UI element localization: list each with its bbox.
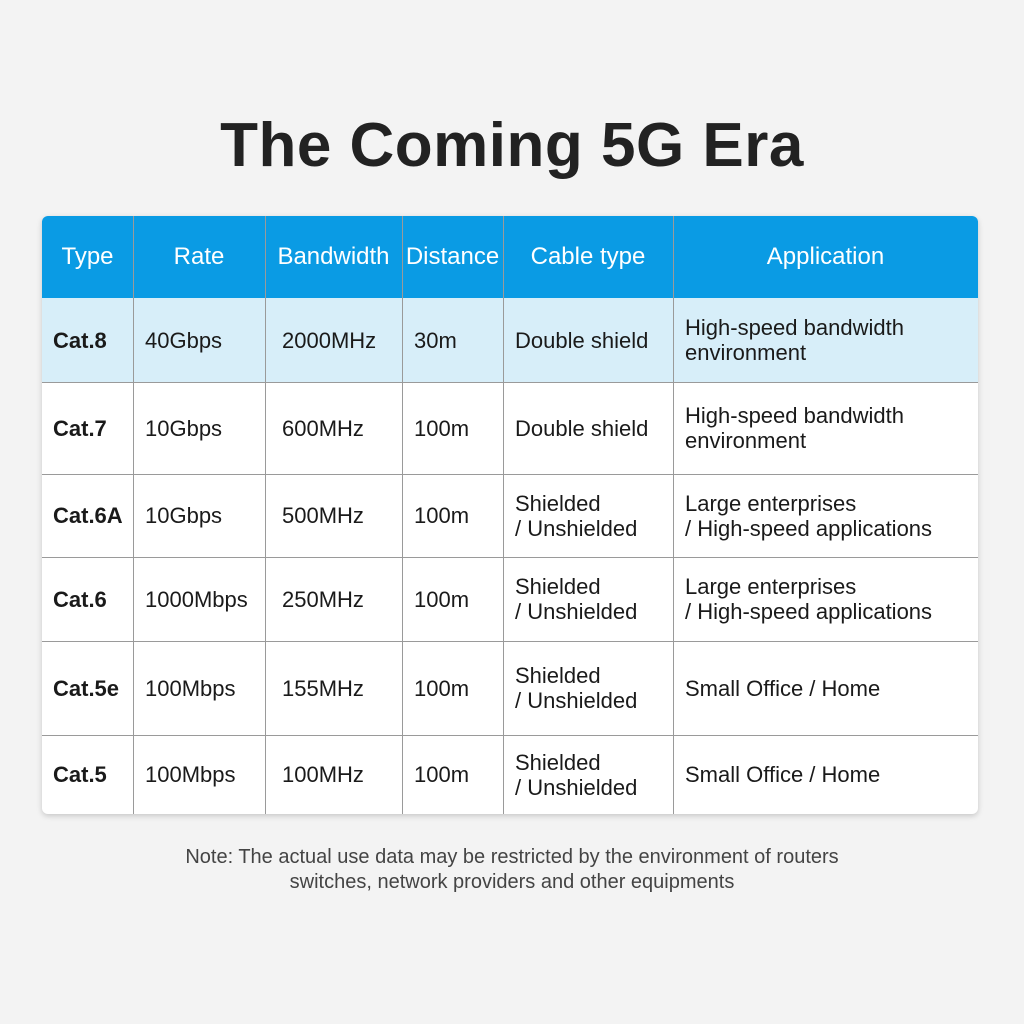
table-cell: Double shield [515, 415, 649, 441]
column-divider [402, 216, 403, 814]
cell-line: Large enterprises [685, 490, 857, 516]
cell-line: Large enterprises [685, 574, 857, 599]
table-cell: Small Office / Home [685, 762, 881, 787]
table-cell: Cat.6 [53, 586, 107, 612]
row-divider [42, 735, 978, 736]
column-divider [673, 216, 674, 814]
column-divider [503, 216, 504, 814]
table-cell: Cat.7 [53, 415, 107, 441]
table-cell: Small Office / Home [685, 675, 881, 701]
cell-line: / Unshielded [515, 688, 638, 713]
table-cell: 100m [414, 762, 470, 787]
cell-line: / Unshielded [515, 599, 638, 624]
cell-line: / Unshielded [515, 515, 638, 541]
row-divider [42, 474, 978, 475]
table-cell: Double shield [515, 327, 649, 353]
table-cell: High-speed bandwidth environment [673, 298, 978, 382]
table-cell: Cat.6A [53, 503, 123, 528]
table-cell: 2000MHz [282, 327, 377, 353]
column-divider [265, 216, 266, 814]
header-cell: Bandwidth [277, 243, 390, 270]
cell-line: environment [685, 428, 807, 453]
table-cell: Large enterprises / High-speed applicatio… [673, 474, 978, 557]
cell-line: Shielded [515, 663, 601, 688]
table-cell: Cat.5e [53, 675, 120, 701]
cell-line: / High-speed applications [685, 599, 933, 624]
note: Note: The actual use data may be restric… [0, 845, 1024, 895]
table-cell: Shielded / Unshielded [503, 641, 673, 735]
table-cell: Large enterprises / High-speed applicatio… [673, 557, 978, 641]
cell-line: High-speed bandwidth [685, 315, 904, 340]
table-cell: 40Gbps [145, 327, 223, 353]
table-cell: Cat.8 [53, 327, 107, 353]
table-cell: 100m [414, 675, 470, 701]
table-cell: High-speed bandwidth environment [673, 382, 978, 474]
table-cell: 155MHz [282, 675, 364, 701]
cell-line: Shielded [515, 749, 601, 775]
table-cell: 1000Mbps [145, 586, 248, 612]
header-bg [42, 216, 978, 298]
table-cell: 10Gbps [145, 415, 223, 441]
table-cell: 100Mbps [145, 675, 236, 701]
table-cell: 500MHz [282, 503, 364, 528]
header-cell: Type [61, 243, 114, 270]
table-cell: 10Gbps [145, 503, 223, 528]
table-cell: 100Mbps [145, 762, 236, 787]
table-cell: 250MHz [282, 586, 364, 612]
table-cell: 100m [414, 503, 470, 528]
cell-line: / High-speed applications [685, 515, 933, 541]
header-cell: Cable type [530, 243, 646, 270]
cell-line: environment [685, 340, 807, 365]
cell-line: High-speed bandwidth [685, 403, 904, 428]
header-cell: Distance [405, 243, 500, 270]
table-cell: 600MHz [282, 415, 364, 441]
cell-line: / Unshielded [515, 774, 638, 800]
table-cell: Shielded / Unshielded [503, 474, 673, 557]
table-cell: Shielded / Unshielded [503, 735, 673, 814]
table-cell: 100m [414, 415, 470, 441]
row-divider [42, 557, 978, 558]
highlight-row [42, 298, 978, 382]
header-cell: Application [766, 243, 885, 270]
table-cell: 100MHz [282, 762, 364, 787]
note-line: switches, network providers and other eq… [289, 871, 735, 893]
table-cell: Shielded / Unshielded [503, 557, 673, 641]
title: The Coming 5G Era [220, 111, 804, 180]
table-cell: 100m [414, 586, 470, 612]
cell-line: Shielded [515, 574, 601, 599]
row-divider [42, 382, 978, 383]
row-divider [42, 641, 978, 642]
note-line: Note: The actual use data may be restric… [185, 846, 839, 868]
cell-line: Shielded [515, 490, 601, 516]
column-divider [133, 216, 134, 814]
table: Type Rate Bandwidth Distance Cable type Appli… [42, 216, 978, 814]
table-cell: Cat.5 [53, 762, 107, 787]
header-cell: Rate [173, 243, 225, 270]
table-cell: 30m [414, 327, 457, 353]
